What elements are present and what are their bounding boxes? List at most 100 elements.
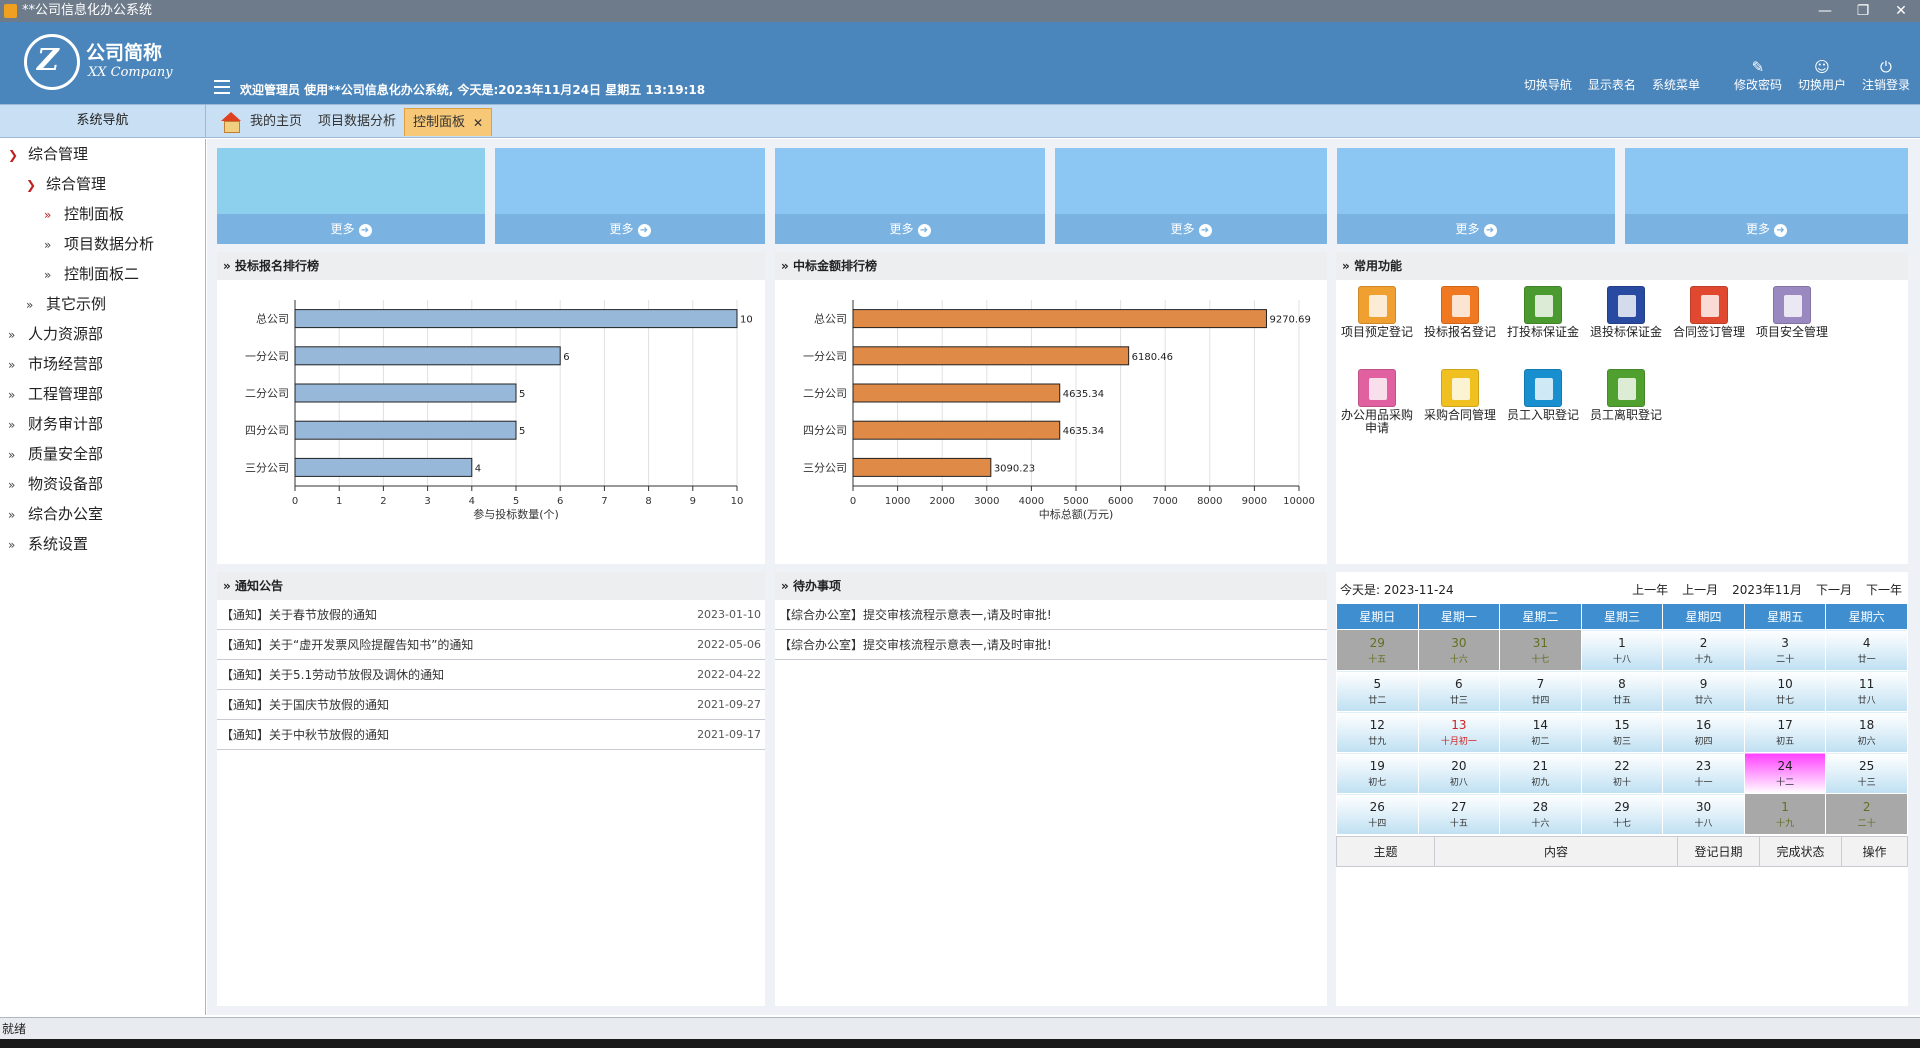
func-safety-management[interactable]: 项目安全管理 bbox=[1751, 286, 1833, 339]
prev-month-button[interactable]: 上一月 bbox=[1682, 583, 1719, 597]
chevron-right-icon: » bbox=[8, 418, 16, 432]
hamburger-menu-icon[interactable] bbox=[214, 80, 230, 94]
calendar-day[interactable]: 13 十月初一 bbox=[1417, 711, 1501, 753]
func-onboarding[interactable]: 员工入职登记 bbox=[1502, 369, 1584, 422]
calendar-day[interactable]: 27 十五 bbox=[1417, 793, 1501, 835]
prev-year-button[interactable]: 上一年 bbox=[1632, 583, 1669, 597]
notice-item[interactable]: 【通知】关于国庆节放假的通知 2021-09-27 bbox=[217, 690, 765, 720]
calendar-day[interactable]: 17 初五 bbox=[1743, 711, 1827, 753]
calendar-day[interactable]: 2 十九 bbox=[1662, 629, 1745, 671]
sidebar-item-control-panel-2[interactable]: » 控制面板二 bbox=[0, 259, 205, 289]
more-button[interactable]: 更多 ➜ bbox=[1625, 214, 1908, 244]
calendar-day[interactable]: 23 十一 bbox=[1662, 752, 1745, 794]
calendar-day[interactable]: 1 十八 bbox=[1580, 629, 1664, 671]
next-year-button[interactable]: 下一年 bbox=[1865, 583, 1902, 597]
more-button[interactable]: 更多 ➜ bbox=[1055, 214, 1327, 244]
calendar-day[interactable]: 29 十七 bbox=[1580, 793, 1664, 835]
tab-home[interactable]: 我的主页 bbox=[212, 108, 310, 136]
calendar-day[interactable]: 4 廿一 bbox=[1825, 629, 1908, 671]
board-icon bbox=[1607, 286, 1645, 324]
close-button[interactable]: ✕ bbox=[1895, 3, 1907, 19]
sidebar-item-engineering[interactable]: » 工程管理部 bbox=[0, 379, 205, 409]
tab-control-panel[interactable]: 控制面板 ✕ bbox=[404, 108, 493, 136]
sidebar-item-hr[interactable]: » 人力资源部 bbox=[0, 319, 205, 349]
show-table-name-button[interactable]: 显示表名 bbox=[1588, 58, 1636, 93]
sidebar-item-materials[interactable]: » 物资设备部 bbox=[0, 469, 205, 499]
notice-item[interactable]: 【通知】关于春节放假的通知 2023-01-10 bbox=[217, 600, 765, 630]
logout-button[interactable]: ⏻ 注销登录 bbox=[1861, 58, 1910, 92]
calendar-day[interactable]: 11 廿八 bbox=[1825, 670, 1908, 712]
calendar-grid: 星期日 星期一 星期二 星期三 星期四 星期五 星期六 29 十五 30 十六 31 十七 1 十八 2 十九… bbox=[1336, 603, 1908, 835]
tab-close-icon[interactable]: ✕ bbox=[473, 115, 484, 130]
more-button[interactable]: 更多 ➜ bbox=[217, 214, 485, 244]
calendar-day[interactable]: 24 十二 bbox=[1743, 752, 1827, 794]
func-bid-registration[interactable]: 投标报名登记 bbox=[1419, 286, 1501, 339]
calendar-day[interactable]: 30 十八 bbox=[1662, 793, 1745, 835]
calendar-day[interactable]: 28 十六 bbox=[1499, 793, 1582, 835]
sidebar-item-finance[interactable]: » 财务审计部 bbox=[0, 409, 205, 439]
bar-value-label: 6 bbox=[563, 352, 569, 363]
system-menu-button[interactable]: 系统菜单 bbox=[1652, 58, 1700, 93]
calendar-day[interactable]: 19 初七 bbox=[1336, 752, 1419, 794]
calendar-day[interactable]: 1 十九 bbox=[1743, 793, 1827, 835]
more-button[interactable]: 更多 ➜ bbox=[775, 214, 1045, 244]
notice-item[interactable]: 【通知】关于中秋节放假的通知 2021-09-17 bbox=[217, 720, 765, 750]
calendar-day[interactable]: 22 初十 bbox=[1580, 752, 1664, 794]
func-project-booking[interactable]: 项目预定登记 bbox=[1336, 286, 1418, 339]
func-pay-deposit[interactable]: 打投标保证金 bbox=[1502, 286, 1584, 339]
sidebar-item-control-panel[interactable]: » 控制面板 bbox=[0, 199, 205, 229]
calendar-day[interactable]: 14 初二 bbox=[1499, 711, 1582, 753]
sidebar-item-project-analysis[interactable]: » 项目数据分析 bbox=[0, 229, 205, 259]
weekday-header: 星期一 bbox=[1417, 603, 1501, 630]
calendar-day[interactable]: 30 十六 bbox=[1417, 629, 1501, 671]
calendar-day[interactable]: 15 初三 bbox=[1580, 711, 1664, 753]
switch-user-button[interactable]: ☺ 切换用户 bbox=[1797, 58, 1846, 92]
calendar-day[interactable]: 6 廿三 bbox=[1417, 670, 1501, 712]
weekday-header: 星期五 bbox=[1743, 603, 1827, 630]
calendar-day[interactable]: 25 十三 bbox=[1825, 752, 1908, 794]
sidebar-item-office[interactable]: » 综合办公室 bbox=[0, 499, 205, 529]
calendar-day[interactable]: 2 二十 bbox=[1825, 793, 1908, 835]
calendar-day[interactable]: 12 廿九 bbox=[1336, 711, 1419, 753]
restore-button[interactable]: ❐ bbox=[1856, 3, 1870, 19]
change-password-button[interactable]: ✎ 修改密码 bbox=[1733, 58, 1782, 92]
stat-card: 更多 ➜ bbox=[495, 148, 765, 244]
calendar-day[interactable]: 26 十四 bbox=[1336, 793, 1419, 835]
func-office-supplies[interactable]: 办公用品采购申请 bbox=[1336, 369, 1418, 435]
calendar-day[interactable]: 29 十五 bbox=[1336, 629, 1419, 671]
calendar-day[interactable]: 31 十七 bbox=[1499, 629, 1582, 671]
func-refund-deposit[interactable]: 退投标保证金 bbox=[1585, 286, 1667, 339]
more-button[interactable]: 更多 ➜ bbox=[495, 214, 765, 244]
calendar-day[interactable]: 18 初六 bbox=[1825, 711, 1908, 753]
calendar-day[interactable]: 7 廿四 bbox=[1499, 670, 1582, 712]
calendar-day[interactable]: 9 廿六 bbox=[1662, 670, 1745, 712]
tab-project-analysis[interactable]: 项目数据分析 bbox=[318, 114, 397, 129]
func-contract-management[interactable]: 合同签订管理 bbox=[1668, 286, 1750, 339]
notice-item[interactable]: 【通知】关于“虚开发票风险提醒告知书”的通知 2022-05-06 bbox=[217, 630, 765, 660]
calendar-day[interactable]: 3 二十 bbox=[1743, 629, 1827, 671]
calendar-day[interactable]: 20 初八 bbox=[1417, 752, 1501, 794]
todo-item[interactable]: 【综合办公室】提交审核流程示意表一,请及时审批! bbox=[775, 630, 1327, 660]
sidebar-item-other-examples[interactable]: » 其它示例 bbox=[0, 289, 205, 319]
sidebar-item-general[interactable]: ❯ 综合管理 bbox=[0, 139, 205, 169]
sidebar-item-quality[interactable]: » 质量安全部 bbox=[0, 439, 205, 469]
sidebar-item-settings[interactable]: » 系统设置 bbox=[0, 529, 205, 559]
calendar-day[interactable]: 10 廿七 bbox=[1743, 670, 1827, 712]
func-offboarding[interactable]: 员工离职登记 bbox=[1585, 369, 1667, 422]
next-month-button[interactable]: 下一月 bbox=[1815, 583, 1852, 597]
calendar-day[interactable]: 8 廿五 bbox=[1580, 670, 1664, 712]
tick-label: 9000 bbox=[1242, 496, 1267, 507]
todo-item[interactable]: 【综合办公室】提交审核流程示意表一,请及时审批! bbox=[775, 600, 1327, 630]
sidebar-item-general-sub[interactable]: ❯ 综合管理 bbox=[0, 169, 205, 199]
more-button[interactable]: 更多 ➜ bbox=[1337, 214, 1615, 244]
calendar-day[interactable]: 16 初四 bbox=[1662, 711, 1745, 753]
clock-icon bbox=[1773, 286, 1811, 324]
minimize-button[interactable]: — bbox=[1818, 3, 1832, 19]
calendar-day[interactable]: 5 廿二 bbox=[1336, 670, 1419, 712]
calendar-day[interactable]: 21 初九 bbox=[1499, 752, 1582, 794]
func-purchase-contract[interactable]: 采购合同管理 bbox=[1419, 369, 1501, 422]
bar bbox=[852, 346, 1130, 366]
notice-item[interactable]: 【通知】关于5.1劳动节放假及调休的通知 2022-04-22 bbox=[217, 660, 765, 690]
sidebar-item-marketing[interactable]: » 市场经营部 bbox=[0, 349, 205, 379]
switch-nav-button[interactable]: 切换导航 bbox=[1524, 58, 1572, 93]
